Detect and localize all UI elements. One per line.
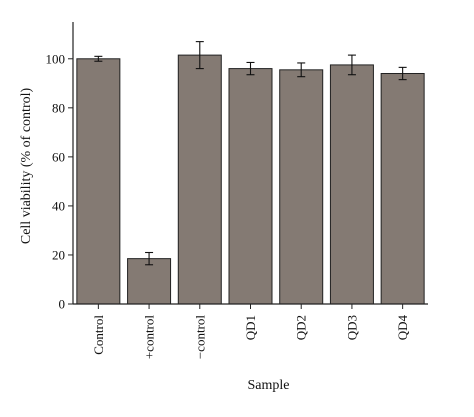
x-tick-label: QD4 bbox=[395, 315, 410, 341]
x-tick-label: −control bbox=[192, 315, 207, 360]
bar bbox=[127, 258, 172, 305]
y-tick-label: 0 bbox=[59, 297, 66, 312]
x-tick-label: QD2 bbox=[294, 315, 309, 340]
y-axis-label: Cell viability (% of control) bbox=[19, 88, 34, 245]
x-tick-label: QD3 bbox=[344, 315, 359, 340]
y-tick-label: 60 bbox=[52, 149, 65, 164]
y-ticks-layer: 0 20 40 60 80 100 bbox=[46, 51, 73, 312]
y-tick-label: 100 bbox=[46, 51, 66, 66]
x-tick-label: QD1 bbox=[243, 315, 258, 340]
x-tick-label: Control bbox=[91, 315, 106, 355]
y-tick-label: 40 bbox=[52, 198, 65, 213]
error-bar bbox=[297, 62, 306, 78]
error-bars-layer bbox=[94, 41, 407, 266]
error-bar bbox=[347, 54, 356, 76]
error-bar bbox=[195, 41, 204, 70]
x-axis-label: Sample bbox=[248, 378, 290, 393]
error-bar bbox=[94, 55, 103, 62]
x-tick-label: +control bbox=[142, 315, 157, 360]
y-tick-label: 80 bbox=[52, 100, 65, 115]
y-tick-label: 20 bbox=[52, 247, 65, 262]
bars-layer bbox=[76, 54, 425, 305]
bar bbox=[228, 68, 273, 305]
bar bbox=[279, 69, 324, 305]
x-ticks-layer: Control +control −control QD1 QD2 QD3 QD4 bbox=[91, 304, 410, 359]
error-bar bbox=[145, 251, 154, 266]
error-bar bbox=[246, 61, 255, 76]
bar bbox=[329, 64, 374, 305]
bar bbox=[76, 58, 121, 305]
bar bbox=[177, 54, 222, 305]
error-bar bbox=[398, 66, 407, 81]
bar bbox=[380, 72, 425, 305]
